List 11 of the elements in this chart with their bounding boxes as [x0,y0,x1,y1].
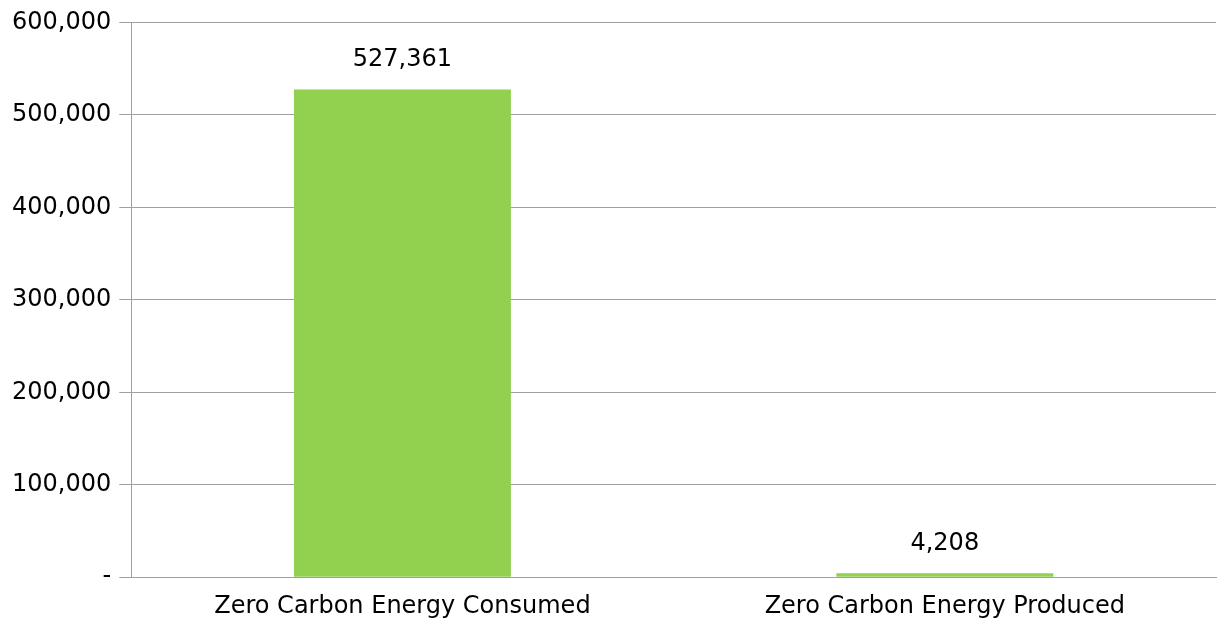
data-label: 4,208 [910,527,980,556]
x-tick-label: Zero Carbon Energy Produced [764,590,1125,619]
y-tick-label: 600,000 [12,6,112,35]
x-tick-label: Zero Carbon Energy Consumed [214,590,591,619]
y-tick-label: 400,000 [12,191,112,220]
y-tick-label: 200,000 [12,376,112,405]
y-tick-label: 300,000 [12,284,112,313]
y-tick-label: 100,000 [12,468,112,497]
y-tick-label: 500,000 [12,99,112,128]
data-label: 527,361 [352,43,453,72]
y-tick-label: - [102,561,112,590]
